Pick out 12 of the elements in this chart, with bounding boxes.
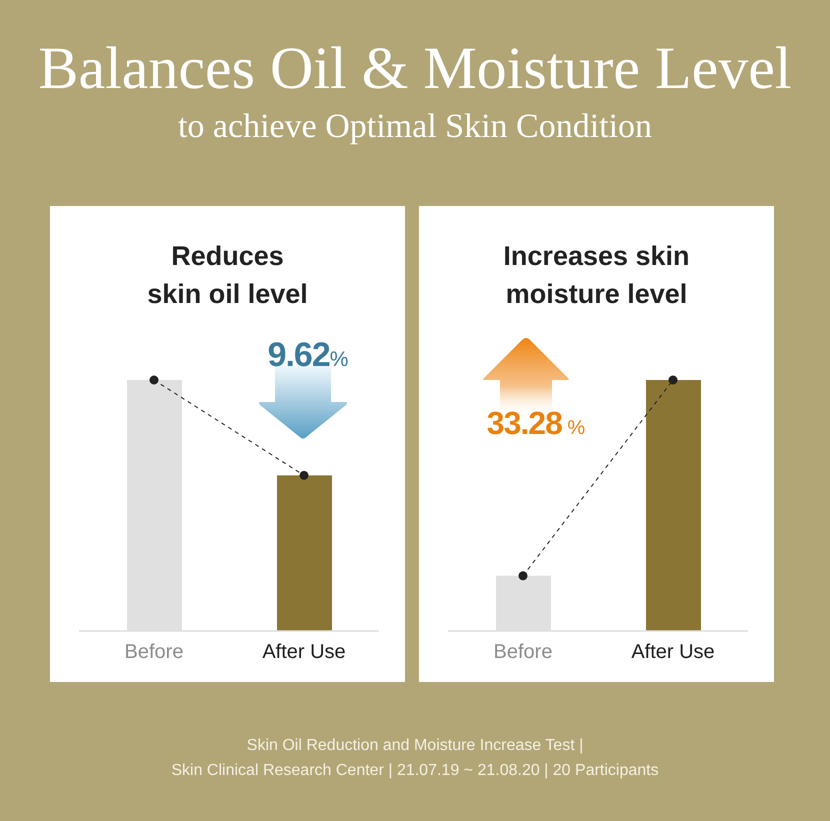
text: 9.62% [268,336,348,374]
chart-title: Increases skin moisture level [503,241,690,309]
x-tick-label: Before [494,641,552,663]
x-tick-label: Before [124,641,184,663]
x-tick-label: After Use [262,641,346,663]
x-tick-label: After Use [631,641,715,663]
text: Skin Clinical Research Center | 21.07.19 ~ 21.08.20 | 20 Participants [171,762,659,779]
chart-title: Reduces skin oil level [147,241,308,309]
text: Balances Oil & Moisture Level [38,35,792,101]
text: Skin Oil Reduction and Moisture Increase Test | [246,737,584,754]
annotation: 33.28 % [486,405,586,441]
text: to achieve Optimal Skin Condition [178,108,652,145]
